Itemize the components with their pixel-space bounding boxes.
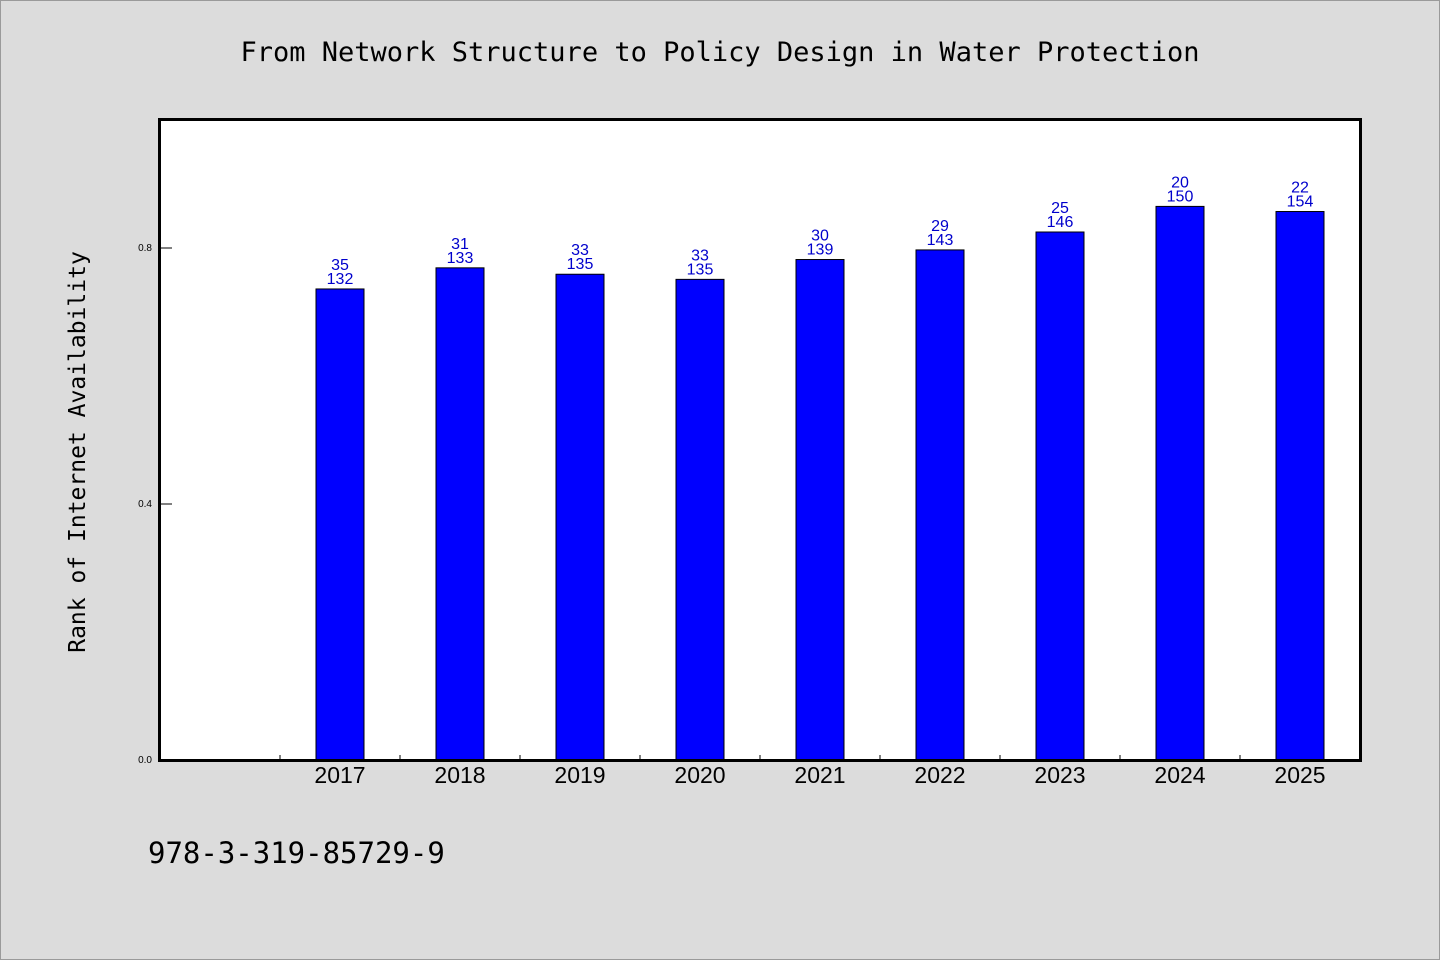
isbn-footer: 978-3-319-85729-9 <box>148 836 445 870</box>
bar-2024 <box>1155 205 1205 761</box>
bar-label-top-2019: 33 <box>571 242 589 259</box>
x-tick-label-2017: 2017 <box>314 762 365 788</box>
bar-label-top-2024: 20 <box>1171 174 1189 191</box>
bar-label-top-2018: 31 <box>451 236 469 253</box>
y-axis-label: Rank of Internet Availability <box>65 251 91 653</box>
bar-label-bottom-2017: 132 <box>327 271 354 288</box>
bar-label-top-2025: 22 <box>1291 180 1309 197</box>
x-tick-label-2019: 2019 <box>554 762 605 788</box>
bar-label-bottom-2020: 135 <box>687 261 714 278</box>
bar-label-top-2017: 35 <box>331 257 349 274</box>
bar-2018 <box>435 267 485 761</box>
y-tick-label-0.4: 0.4 <box>138 499 152 510</box>
bar-label-bottom-2023: 146 <box>1047 214 1074 231</box>
x-tick-label-2020: 2020 <box>674 762 725 788</box>
bar-label-bottom-2022: 143 <box>927 232 954 249</box>
bar-label-bottom-2019: 135 <box>567 256 594 273</box>
x-tick-label-2022: 2022 <box>914 762 965 788</box>
x-tick-label-2021: 2021 <box>794 762 845 788</box>
bar-label-top-2023: 25 <box>1051 200 1069 217</box>
bar-2017 <box>315 288 365 761</box>
bar-label-top-2022: 29 <box>931 218 949 235</box>
y-tick-label-0.8: 0.8 <box>138 243 152 254</box>
bars-layer <box>315 205 1325 761</box>
bar-label-bottom-2018: 133 <box>447 250 474 267</box>
bar-2023 <box>1035 231 1085 761</box>
x-tick-label-2024: 2024 <box>1154 762 1205 788</box>
bar-2019 <box>555 273 605 761</box>
bar-2021 <box>795 259 845 761</box>
bar-2022 <box>915 249 965 761</box>
bar-label-bottom-2024: 150 <box>1167 188 1194 205</box>
chart-title: From Network Structure to Policy Design … <box>240 37 1199 68</box>
x-tick-label-2023: 2023 <box>1034 762 1085 788</box>
bar-label-bottom-2025: 154 <box>1287 194 1314 211</box>
x-axis: 2017 2018 2019 2020 2021 2022 2023 2024 2025 <box>279 755 1326 788</box>
x-tick-label-2025: 2025 <box>1274 762 1325 788</box>
bar-2025 <box>1275 211 1325 761</box>
bar-label-top-2020: 33 <box>691 247 709 264</box>
y-tick-label-0.0: 0.0 <box>138 755 152 766</box>
bar-2020 <box>675 278 725 761</box>
plot-frame <box>158 118 1362 762</box>
bar-label-bottom-2021: 139 <box>807 242 834 259</box>
x-tick-label-2018: 2018 <box>434 762 485 788</box>
bar-label-top-2021: 30 <box>811 228 829 245</box>
